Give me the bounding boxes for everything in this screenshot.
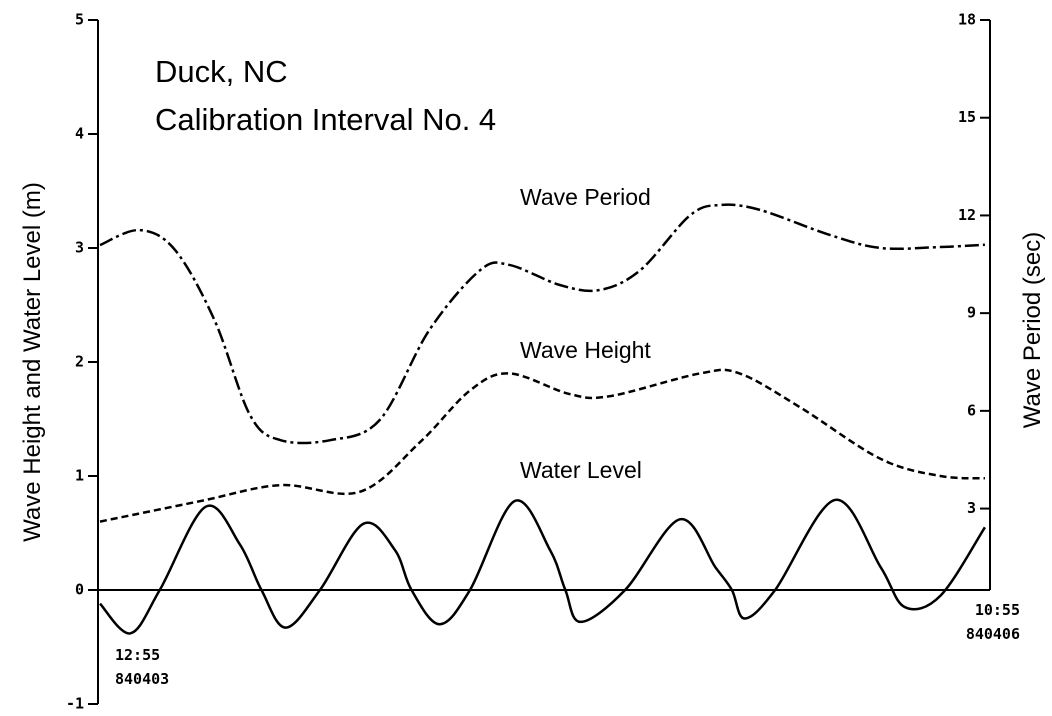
y2-tick-label: 6 xyxy=(967,401,976,419)
series-label: Wave Height xyxy=(520,337,651,363)
x-tick-label: 10:55 840406 xyxy=(966,601,1020,643)
series-line xyxy=(99,203,985,445)
series-line xyxy=(99,368,985,523)
y2-tick-label: 3 xyxy=(967,499,976,517)
y-tick-label: 3 xyxy=(75,239,84,257)
x-tick-label: 12:55 840403 xyxy=(115,646,169,688)
series-label: Water Level xyxy=(520,457,642,483)
y-tick-label: 1 xyxy=(75,467,84,485)
y-tick-label: 0 xyxy=(75,581,84,599)
y-tick-label: 5 xyxy=(75,11,84,29)
y-tick-label: 2 xyxy=(75,353,84,371)
chart-title: Duck, NC xyxy=(155,54,288,89)
y-axis-label: Wave Height and Water Level (m) xyxy=(19,182,46,542)
y-tick-label: -1 xyxy=(66,695,84,713)
series-label: Wave Period xyxy=(520,184,651,210)
y2-tick-label: 15 xyxy=(958,108,976,126)
chart-subtitle: Calibration Interval No. 4 xyxy=(155,102,496,137)
y2-tick-label: 18 xyxy=(958,11,976,29)
y2-axis-label: Wave Period (sec) xyxy=(1019,232,1046,429)
series-line xyxy=(99,498,986,635)
y2-tick-label: 12 xyxy=(958,206,976,224)
y2-tick-label: 9 xyxy=(967,304,976,322)
y-tick-label: 4 xyxy=(75,125,84,143)
